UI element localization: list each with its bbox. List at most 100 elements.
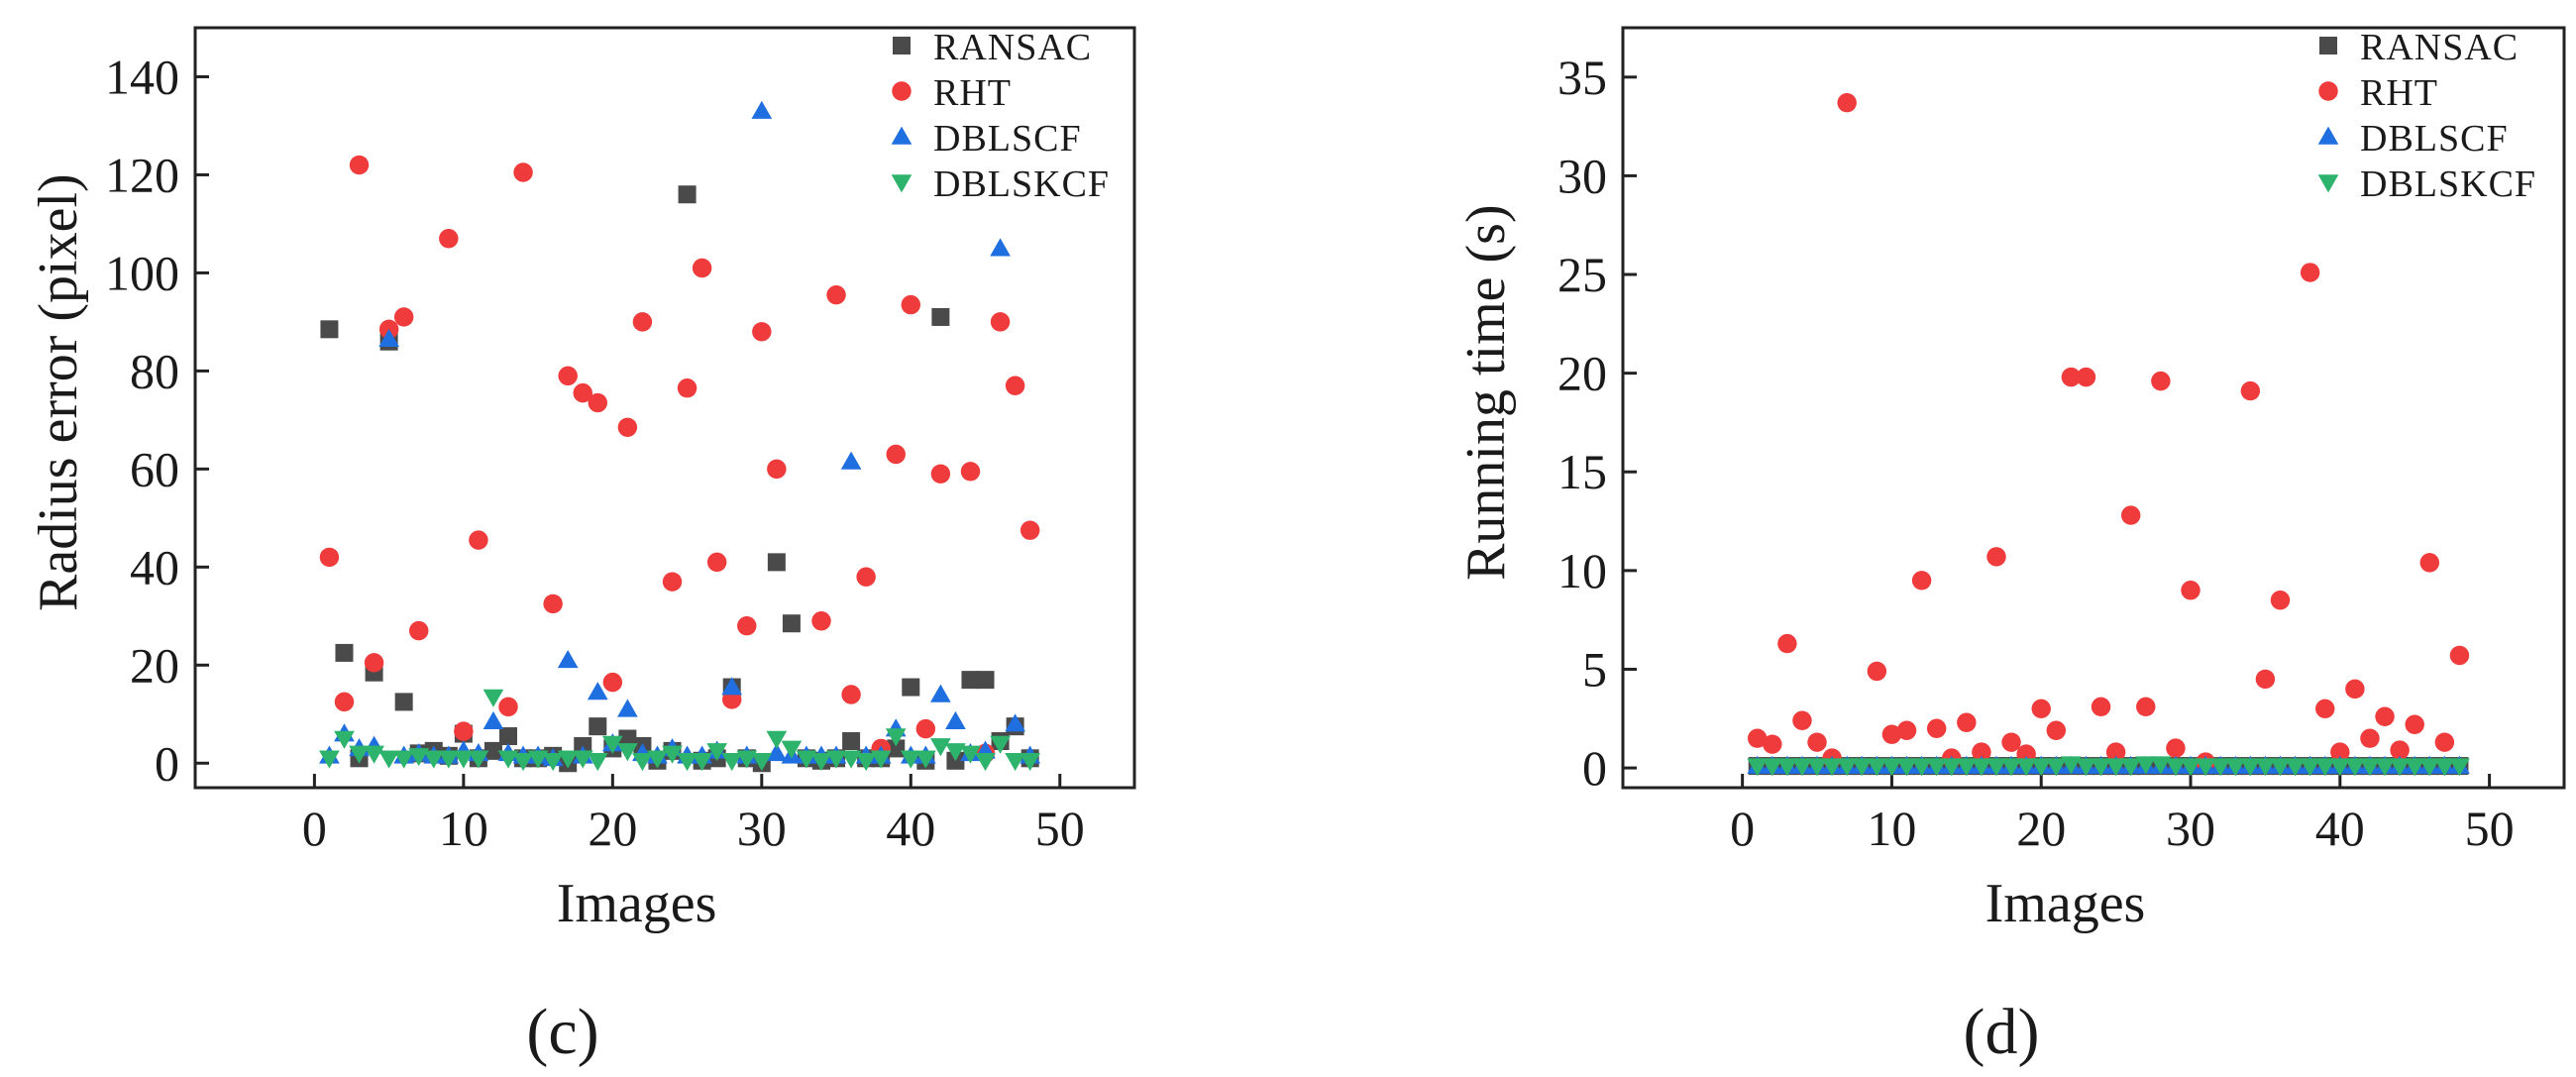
point-dblskcf [2015, 758, 2037, 777]
point-ransac [782, 614, 801, 633]
y-tick-label: 20 [1557, 346, 1607, 401]
point-dblskcf [438, 750, 460, 769]
point-rht [2136, 697, 2156, 717]
point-dblskcf [930, 738, 951, 757]
point-rht [617, 417, 638, 438]
point-dblskcf [2091, 758, 2111, 777]
x-tick-label: 10 [439, 801, 488, 856]
point-dblscf [751, 100, 773, 119]
point-dblscf [483, 710, 504, 729]
point-rht [2046, 720, 2067, 740]
point-dblskcf [2329, 758, 2351, 777]
legend-marker-dblscf [891, 126, 912, 145]
point-ransac [483, 741, 502, 760]
y-tick-label: 140 [105, 49, 179, 104]
point-rht [1837, 92, 1857, 113]
point-dblskcf [1956, 758, 1978, 777]
point-dblskcf [557, 750, 579, 769]
point-rht [2300, 263, 2320, 282]
chart-panel-c: 0 10 20 30 40 50 0 20 40 60 80 100 120 140 Images Radiu… [28, 26, 1136, 1068]
point-rht [2270, 591, 2291, 610]
point-rht [498, 697, 518, 717]
point-dblscf [990, 238, 1011, 257]
point-dblscf [930, 684, 951, 702]
point-dblskcf [781, 740, 803, 759]
x-tick-label: 20 [588, 801, 637, 856]
point-ransac [767, 553, 786, 572]
point-dblskcf [601, 735, 623, 754]
point-ransac [618, 729, 637, 748]
point-rht [2091, 697, 2111, 717]
point-rht [2330, 742, 2350, 762]
point-dblskcf [423, 750, 445, 769]
legend-marker-ransac [2319, 37, 2337, 54]
point-rht [856, 567, 876, 587]
point-dblskcf [1776, 758, 1798, 777]
point-dblskcf [2344, 758, 2366, 777]
point-rht [1911, 571, 1932, 591]
y-tick-label: 30 [1557, 148, 1607, 203]
point-dblskcf [1941, 758, 1963, 777]
point-dblskcf [2224, 758, 2246, 777]
point-rht [2315, 699, 2335, 719]
point-ransac [499, 727, 517, 746]
point-dblskcf [692, 753, 712, 772]
x-tick-label: 20 [2016, 801, 2066, 856]
point-rht [2120, 505, 2141, 525]
point-dblskcf [334, 730, 355, 749]
point-dblskcf [706, 743, 728, 762]
point-dblskcf [721, 753, 743, 772]
y-tick-label: 40 [130, 539, 179, 594]
point-dblskcf [2165, 758, 2187, 777]
point-dblskcf [975, 753, 996, 772]
point-dblscf [766, 743, 788, 762]
y-tick-label: 20 [130, 637, 179, 693]
point-dblskcf [2209, 758, 2231, 777]
legend-label: DBLSKCF [933, 163, 1110, 205]
point-dblskcf [914, 750, 936, 769]
y-tick-label: 5 [1582, 641, 1607, 697]
point-rht [2345, 679, 2365, 700]
point-dblskcf [810, 753, 832, 772]
point-dblskcf [468, 750, 489, 769]
point-dblskcf [349, 745, 370, 764]
data-points [1747, 92, 2470, 777]
point-rht [1957, 712, 1977, 732]
point-rht [706, 552, 727, 573]
point-rht [2360, 728, 2380, 748]
point-dblskcf [2449, 758, 2470, 777]
point-dblskcf [527, 750, 549, 769]
point-rht [602, 672, 623, 693]
point-ransac [961, 671, 980, 690]
point-rht [454, 721, 474, 741]
point-dblskcf [1791, 758, 1813, 777]
y-tick-label: 0 [155, 735, 179, 791]
point-rht [2166, 738, 2186, 758]
point-rht [1777, 633, 1797, 654]
point-rht [960, 462, 981, 482]
point-dblskcf [2300, 758, 2321, 777]
point-rht [2255, 669, 2276, 690]
point-dblskcf [587, 753, 608, 772]
point-rht [841, 685, 861, 704]
point-dblskcf [960, 745, 981, 764]
x-tick-label: 50 [2465, 801, 2515, 856]
x-axis-title: Images [557, 873, 717, 934]
legend-marker-ransac [893, 37, 911, 54]
point-dblskcf [647, 750, 668, 769]
point-dblskcf [1971, 758, 1992, 777]
x-tick-label: 0 [302, 801, 327, 856]
point-dblskcf [870, 750, 892, 769]
point-ransac [976, 671, 995, 690]
point-dblskcf [2120, 758, 2142, 777]
point-dblskcf [2135, 756, 2157, 775]
point-dblskcf [2285, 758, 2306, 777]
point-dblscf [587, 682, 608, 700]
point-ransac [931, 307, 950, 326]
point-rht [2390, 740, 2410, 760]
point-rht [632, 312, 653, 332]
point-dblskcf [2270, 758, 2291, 777]
point-rht [1763, 734, 1782, 754]
point-rht [886, 444, 906, 465]
point-dblskcf [1896, 758, 1917, 777]
